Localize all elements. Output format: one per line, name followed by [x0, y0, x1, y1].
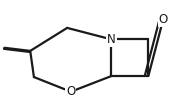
Text: O: O: [66, 85, 76, 98]
Text: O: O: [158, 13, 168, 26]
Text: N: N: [107, 33, 116, 46]
